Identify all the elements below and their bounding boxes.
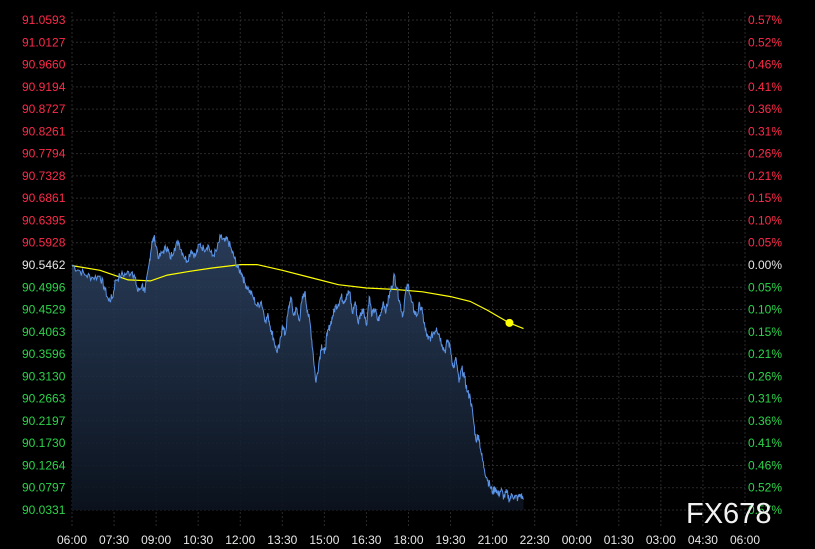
y-right-tick-label: 0.15% bbox=[748, 325, 782, 339]
watermark-logo: FX678 bbox=[686, 498, 771, 530]
y-left-tick-label: 90.5928 bbox=[22, 236, 66, 250]
y-left-tick-label: 90.6395 bbox=[22, 213, 66, 227]
y-left-tick-label: 90.2197 bbox=[22, 414, 66, 428]
y-left-tick-label: 90.4529 bbox=[22, 303, 66, 317]
y-left-tick-label: 90.7328 bbox=[22, 169, 66, 183]
x-tick-label: 00:00 bbox=[562, 533, 592, 547]
x-tick-label: 19:30 bbox=[436, 533, 466, 547]
x-tick-label: 09:00 bbox=[141, 533, 171, 547]
y-left-tick-label: 90.5462 bbox=[22, 258, 66, 272]
x-tick-label: 07:30 bbox=[99, 533, 129, 547]
y-left-tick-label: 90.0331 bbox=[22, 503, 66, 517]
x-tick-label: 21:00 bbox=[478, 533, 508, 547]
x-axis: 06:00 07:30 09:00 10:30 12:00 13:30 15:00 16:30… bbox=[57, 533, 760, 547]
y-left-tick-label: 91.0127 bbox=[22, 35, 66, 49]
y-left-tick-label: 90.4063 bbox=[22, 325, 66, 339]
y-left-tick-label: 90.8261 bbox=[22, 124, 66, 138]
y-right-tick-label: 0.26% bbox=[748, 369, 782, 383]
y-right-tick-label: 0.36% bbox=[748, 102, 782, 116]
x-tick-label: 06:00 bbox=[730, 533, 760, 547]
y-right-tick-label: 0.21% bbox=[748, 347, 782, 361]
x-tick-label: 01:30 bbox=[604, 533, 634, 547]
y-right-tick-label: 0.26% bbox=[748, 147, 782, 161]
y-left-tick-label: 90.6861 bbox=[22, 191, 66, 205]
y-right-tick-label: 0.05% bbox=[748, 236, 782, 250]
x-tick-label: 22:30 bbox=[520, 533, 550, 547]
x-tick-label: 03:00 bbox=[646, 533, 676, 547]
y-right-tick-label: 0.52% bbox=[748, 481, 782, 495]
x-tick-label: 06:00 bbox=[57, 533, 87, 547]
y-right-tick-label: 0.31% bbox=[748, 392, 782, 406]
average-line bbox=[71, 264, 524, 330]
last-point-marker bbox=[505, 318, 514, 327]
x-tick-label: 13:30 bbox=[267, 533, 297, 547]
y-right-tick-label: 0.31% bbox=[748, 124, 782, 138]
y-left-tick-label: 91.0593 bbox=[22, 13, 66, 27]
y-right-tick-label: 0.10% bbox=[748, 213, 782, 227]
y-left-tick-label: 90.1264 bbox=[22, 458, 66, 472]
y-left-tick-label: 90.3596 bbox=[22, 347, 66, 361]
y-right-tick-label: 0.41% bbox=[748, 80, 782, 94]
y-right-tick-label: 0.36% bbox=[748, 414, 782, 428]
y-right-tick-label: 0.15% bbox=[748, 191, 782, 205]
y-right-tick-label: 0.21% bbox=[748, 169, 782, 183]
y-right-tick-label: 0.52% bbox=[748, 35, 782, 49]
x-tick-label: 16:30 bbox=[351, 533, 381, 547]
x-tick-label: 10:30 bbox=[183, 533, 213, 547]
y-left-tick-label: 90.1730 bbox=[22, 436, 66, 450]
y-right-tick-label: 0.10% bbox=[748, 303, 782, 317]
y-right-tick-label: 0.57% bbox=[748, 13, 782, 27]
y-left-tick-label: 90.2663 bbox=[22, 392, 66, 406]
y-left-tick-label: 90.7794 bbox=[22, 147, 66, 161]
left-y-axis: 91.0593 91.0127 90.9660 90.9194 90.8727 90.82… bbox=[22, 13, 66, 517]
y-left-tick-label: 90.4996 bbox=[22, 280, 66, 294]
y-right-tick-label: 0.46% bbox=[748, 458, 782, 472]
y-right-tick-label: 0.41% bbox=[748, 436, 782, 450]
y-right-tick-label: 0.57% bbox=[748, 503, 782, 517]
y-left-tick-label: 90.9660 bbox=[22, 58, 66, 72]
price-line bbox=[71, 233, 524, 503]
y-right-tick-label: 0.46% bbox=[748, 58, 782, 72]
y-left-tick-label: 90.3130 bbox=[22, 369, 66, 383]
y-left-tick-label: 90.9194 bbox=[22, 80, 66, 94]
y-right-tick-label: 0.05% bbox=[748, 280, 782, 294]
x-tick-label: 18:00 bbox=[393, 533, 423, 547]
x-tick-label: 15:00 bbox=[309, 533, 339, 547]
y-left-tick-label: 90.8727 bbox=[22, 102, 66, 116]
price-area-fill bbox=[72, 234, 524, 510]
y-right-tick-label: 0.00% bbox=[748, 258, 782, 272]
x-tick-label: 12:00 bbox=[225, 533, 255, 547]
x-tick-label: 04:30 bbox=[688, 533, 718, 547]
y-left-tick-label: 90.0797 bbox=[22, 481, 66, 495]
right-y-axis: 0.57% 0.52% 0.46% 0.41% 0.36% 0.31% 0.26% 0.21%… bbox=[748, 13, 782, 517]
